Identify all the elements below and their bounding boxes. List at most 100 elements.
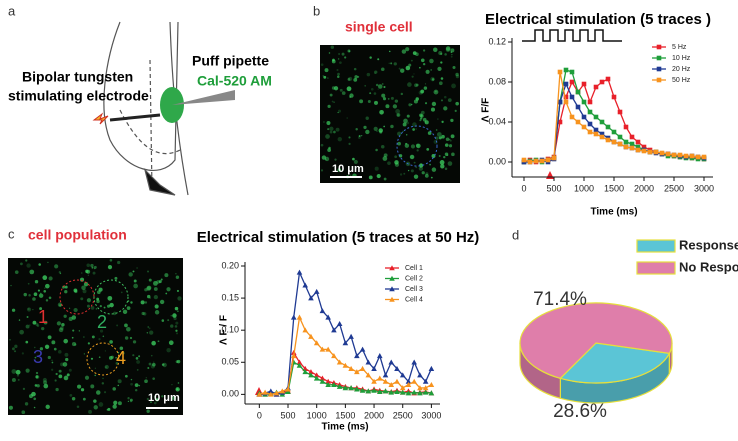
texture-dot: [398, 67, 401, 70]
texture-dot: [396, 113, 400, 117]
texture-dot: [421, 171, 425, 175]
texture-dot: [445, 46, 451, 51]
panel-label: d: [512, 227, 519, 242]
texture-dot: [59, 304, 62, 307]
texture-dot: [51, 361, 54, 364]
texture-dot: [419, 113, 423, 117]
texture-dot: [420, 89, 425, 94]
y-axis-label: Λ F / F: [219, 315, 230, 345]
texture-dot: [68, 368, 72, 372]
texture-dot: [39, 347, 44, 351]
texture-dot: [58, 374, 63, 379]
texture-dot: [424, 83, 427, 85]
texture-dot: [394, 160, 399, 165]
texture-dot: [36, 384, 40, 388]
texture-dot: [413, 161, 416, 164]
image-title: single cell: [345, 19, 413, 35]
texture-dot: [407, 169, 410, 172]
texture-dot: [441, 121, 444, 123]
texture-dot: [130, 382, 133, 386]
texture-dot: [450, 55, 453, 58]
texture-dot: [146, 397, 149, 401]
cell-label: 3: [33, 347, 43, 367]
texture-dot: [62, 362, 68, 367]
marker: [671, 152, 677, 158]
texture-dot: [8, 405, 13, 410]
texture-dot: [98, 356, 101, 359]
texture-dot: [34, 346, 36, 349]
marker: [647, 149, 653, 155]
marker: [308, 295, 314, 301]
stimulus-marker: [546, 171, 554, 179]
texture-dot: [47, 335, 52, 340]
texture-dot: [101, 382, 105, 385]
texture-dot: [354, 75, 358, 79]
texture-dot: [112, 404, 117, 409]
texture-dot: [122, 352, 125, 355]
texture-dot: [339, 88, 343, 92]
texture-dot: [329, 126, 334, 131]
marker: [319, 346, 326, 352]
marker: [599, 134, 605, 140]
texture-dot: [63, 375, 69, 381]
texture-dot: [400, 68, 405, 73]
texture-dot: [364, 85, 366, 87]
texture-dot: [136, 360, 140, 364]
marker: [521, 157, 527, 163]
y-tick-label: 0.00: [488, 156, 506, 166]
marker: [581, 124, 587, 130]
texture-dot: [51, 368, 54, 371]
marker: [569, 94, 575, 100]
texture-dot: [32, 297, 36, 301]
texture-dot: [430, 76, 435, 82]
marker: [569, 79, 575, 85]
texture-dot: [424, 174, 429, 178]
texture-dot: [144, 379, 148, 384]
texture-dot: [86, 263, 91, 268]
marker: [279, 388, 286, 394]
marker: [617, 109, 623, 115]
texture-dot: [161, 395, 164, 398]
texture-dot: [337, 111, 339, 114]
texture-dot: [73, 307, 78, 313]
marker: [336, 320, 343, 327]
texture-dot: [72, 329, 75, 332]
marker: [359, 387, 366, 393]
marker: [389, 275, 395, 281]
texture-dot: [382, 97, 387, 101]
marker: [308, 372, 314, 378]
texture-dot: [406, 114, 410, 118]
marker: [587, 109, 593, 115]
texture-dot: [420, 117, 423, 120]
texture-dot: [414, 83, 418, 88]
texture-dot: [175, 273, 177, 275]
marker: [533, 158, 539, 164]
legend-swatch: [636, 261, 676, 275]
texture-dot: [11, 369, 17, 374]
texture-dot: [424, 120, 429, 125]
texture-dot: [82, 289, 87, 294]
texture-dot: [395, 109, 401, 114]
texture-dot: [71, 315, 77, 320]
texture-dot: [437, 66, 442, 71]
texture-dot: [375, 148, 378, 152]
chart-title: Electrical stimulation (5 traces at 50 H…: [197, 229, 480, 246]
texture-dot: [32, 320, 37, 325]
texture-dot: [24, 402, 29, 406]
marker: [623, 144, 629, 150]
texture-dot: [145, 377, 147, 379]
texture-dot: [136, 267, 138, 269]
texture-dot: [337, 75, 340, 78]
texture-dot: [102, 377, 104, 380]
legend-label: Cell 1: [405, 265, 423, 272]
texture-dot: [380, 67, 385, 72]
texture-dot: [102, 335, 105, 338]
marker: [635, 144, 641, 150]
texture-dot: [325, 134, 330, 139]
y-tick-label: 0.08: [488, 76, 506, 86]
texture-dot: [127, 397, 130, 400]
texture-dot: [338, 53, 340, 55]
texture-dot: [117, 260, 121, 265]
texture-dot: [43, 383, 49, 389]
texture-dot: [92, 271, 96, 275]
